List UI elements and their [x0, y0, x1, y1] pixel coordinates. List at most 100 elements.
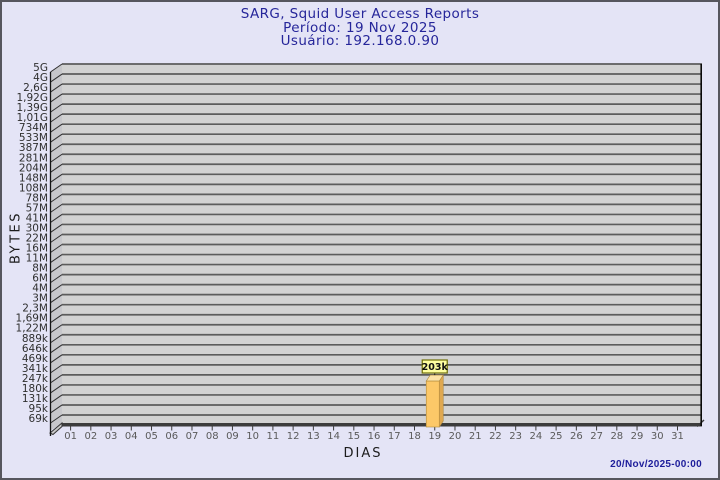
x-tick-label: 09	[226, 431, 239, 442]
y-tick-label: 341k	[22, 363, 49, 375]
y-tick-label: 387M	[19, 142, 48, 154]
bar-value-label: 203k	[422, 362, 449, 373]
y-tick-label: 30M	[26, 222, 48, 234]
y-tick-3d	[50, 153, 63, 163]
y-tick-3d	[50, 214, 63, 223]
y-tick-3d	[50, 173, 63, 183]
y-tick-3d	[50, 334, 63, 344]
x-tick-label: 30	[651, 431, 664, 442]
y-tick-label: 3M	[32, 293, 48, 305]
y-tick-3d	[50, 264, 63, 273]
plot-area	[62, 64, 702, 423]
y-tick-3d	[50, 133, 63, 143]
y-tick-label: 16M	[26, 243, 48, 255]
x-tick-label: 20	[449, 431, 462, 442]
y-tick-label: 889k	[22, 333, 49, 345]
x-tick-label: 17	[388, 431, 401, 442]
plot-bottom-edge	[62, 423, 702, 427]
y-tick-3d	[50, 163, 63, 173]
x-tick-label: 21	[469, 431, 482, 442]
x-tick-label: 13	[307, 431, 320, 442]
x-tick-label: 07	[186, 431, 199, 442]
x-tick-label: 12	[287, 431, 300, 442]
x-tick-label: 27	[590, 431, 603, 442]
y-tick-3d	[50, 113, 63, 123]
y-tick-label: 57M	[26, 202, 48, 214]
y-tick-label: 95k	[29, 403, 49, 415]
y-tick-3d	[50, 384, 63, 394]
x-tick-label: 22	[489, 431, 502, 442]
y-tick-label: 281M	[19, 152, 48, 164]
y-tick-label: 41M	[26, 212, 48, 224]
y-tick-label: 2,6G	[23, 82, 48, 94]
x-tick-label: 11	[267, 431, 280, 442]
x-tick-label: 28	[610, 431, 623, 442]
y-tick-3d	[50, 274, 63, 284]
y-tick-label: 2,3M	[22, 303, 48, 315]
y-tick-3d	[50, 284, 63, 294]
y-tick-3d	[50, 374, 63, 384]
y-tick-3d	[50, 324, 63, 334]
report-header: SARG, Squid User Access Reports Período:…	[2, 6, 718, 49]
y-tick-3d	[50, 254, 63, 263]
y-tick-label: 69k	[29, 413, 49, 425]
y-tick-label: 4G	[33, 72, 48, 84]
y-tick-3d	[50, 244, 63, 253]
y-tick-3d	[50, 193, 63, 203]
y-tick-label: 78M	[26, 192, 48, 204]
y-tick-3d	[50, 354, 63, 364]
y-tick-3d	[50, 93, 63, 103]
x-tick-label: 04	[125, 431, 138, 442]
y-tick-3d	[50, 304, 63, 314]
report-title: SARG, Squid User Access Reports	[240, 6, 480, 22]
y-tick-label: 1,01G	[16, 112, 48, 124]
y-tick-label: 533M	[19, 132, 48, 144]
y-tick-3d	[50, 73, 63, 83]
y-tick-3d	[50, 63, 63, 73]
y-tick-label: 204M	[19, 162, 48, 174]
y-tick-label: 1,69M	[16, 313, 48, 325]
y-tick-3d	[50, 394, 63, 404]
bar	[425, 380, 440, 428]
x-tick-label: 31	[671, 431, 684, 442]
y-tick-3d	[50, 364, 63, 374]
origin-corner-3d	[49, 421, 63, 436]
x-tick-label: 01	[64, 431, 77, 442]
y-tick-label: 22M	[26, 232, 48, 244]
x-tick-label: 03	[105, 431, 118, 442]
x-tick-label: 15	[347, 431, 360, 442]
report-period: Período: 19 Nov 2025	[283, 19, 437, 36]
y-tick-label: 734M	[19, 122, 48, 134]
y-tick-3d	[50, 414, 63, 424]
x-tick-label: 14	[327, 431, 340, 442]
y-tick-3d	[50, 344, 63, 354]
generation-timestamp: 20/Nov/2025-00:00	[610, 459, 702, 470]
y-tick-3d	[50, 234, 63, 243]
y-tick-label: 148M	[19, 172, 48, 184]
y-tick-3d	[50, 224, 63, 233]
y-tick-label: 469k	[22, 353, 49, 365]
y-tick-label: 11M	[26, 253, 48, 265]
y-tick-label: 4M	[32, 283, 48, 295]
y-tick-label: 1,92G	[16, 92, 48, 104]
y-tick-label: 180k	[22, 383, 49, 395]
x-tick-label: 23	[509, 431, 522, 442]
y-tick-label: 1,22M	[16, 323, 48, 335]
bar-side-face	[438, 374, 444, 428]
x-tick-label: 18	[408, 431, 421, 442]
y-tick-label: 108M	[19, 182, 48, 194]
x-tick-label: 08	[206, 431, 219, 442]
y-tick-label: 6M	[32, 273, 48, 285]
y-tick-3d	[50, 314, 63, 324]
report-user: Usuário: 192.168.0.90	[280, 33, 440, 49]
x-tick-label: 25	[550, 431, 563, 442]
y-tick-3d	[50, 143, 63, 153]
y-tick-label: 131k	[22, 393, 49, 405]
y-tick-label: 5G	[33, 62, 48, 74]
y-tick-3d	[50, 183, 63, 193]
x-axis-title: DIAS	[343, 446, 383, 461]
y-tick-label: 8M	[32, 263, 48, 275]
x-tick-label: 10	[246, 431, 259, 442]
